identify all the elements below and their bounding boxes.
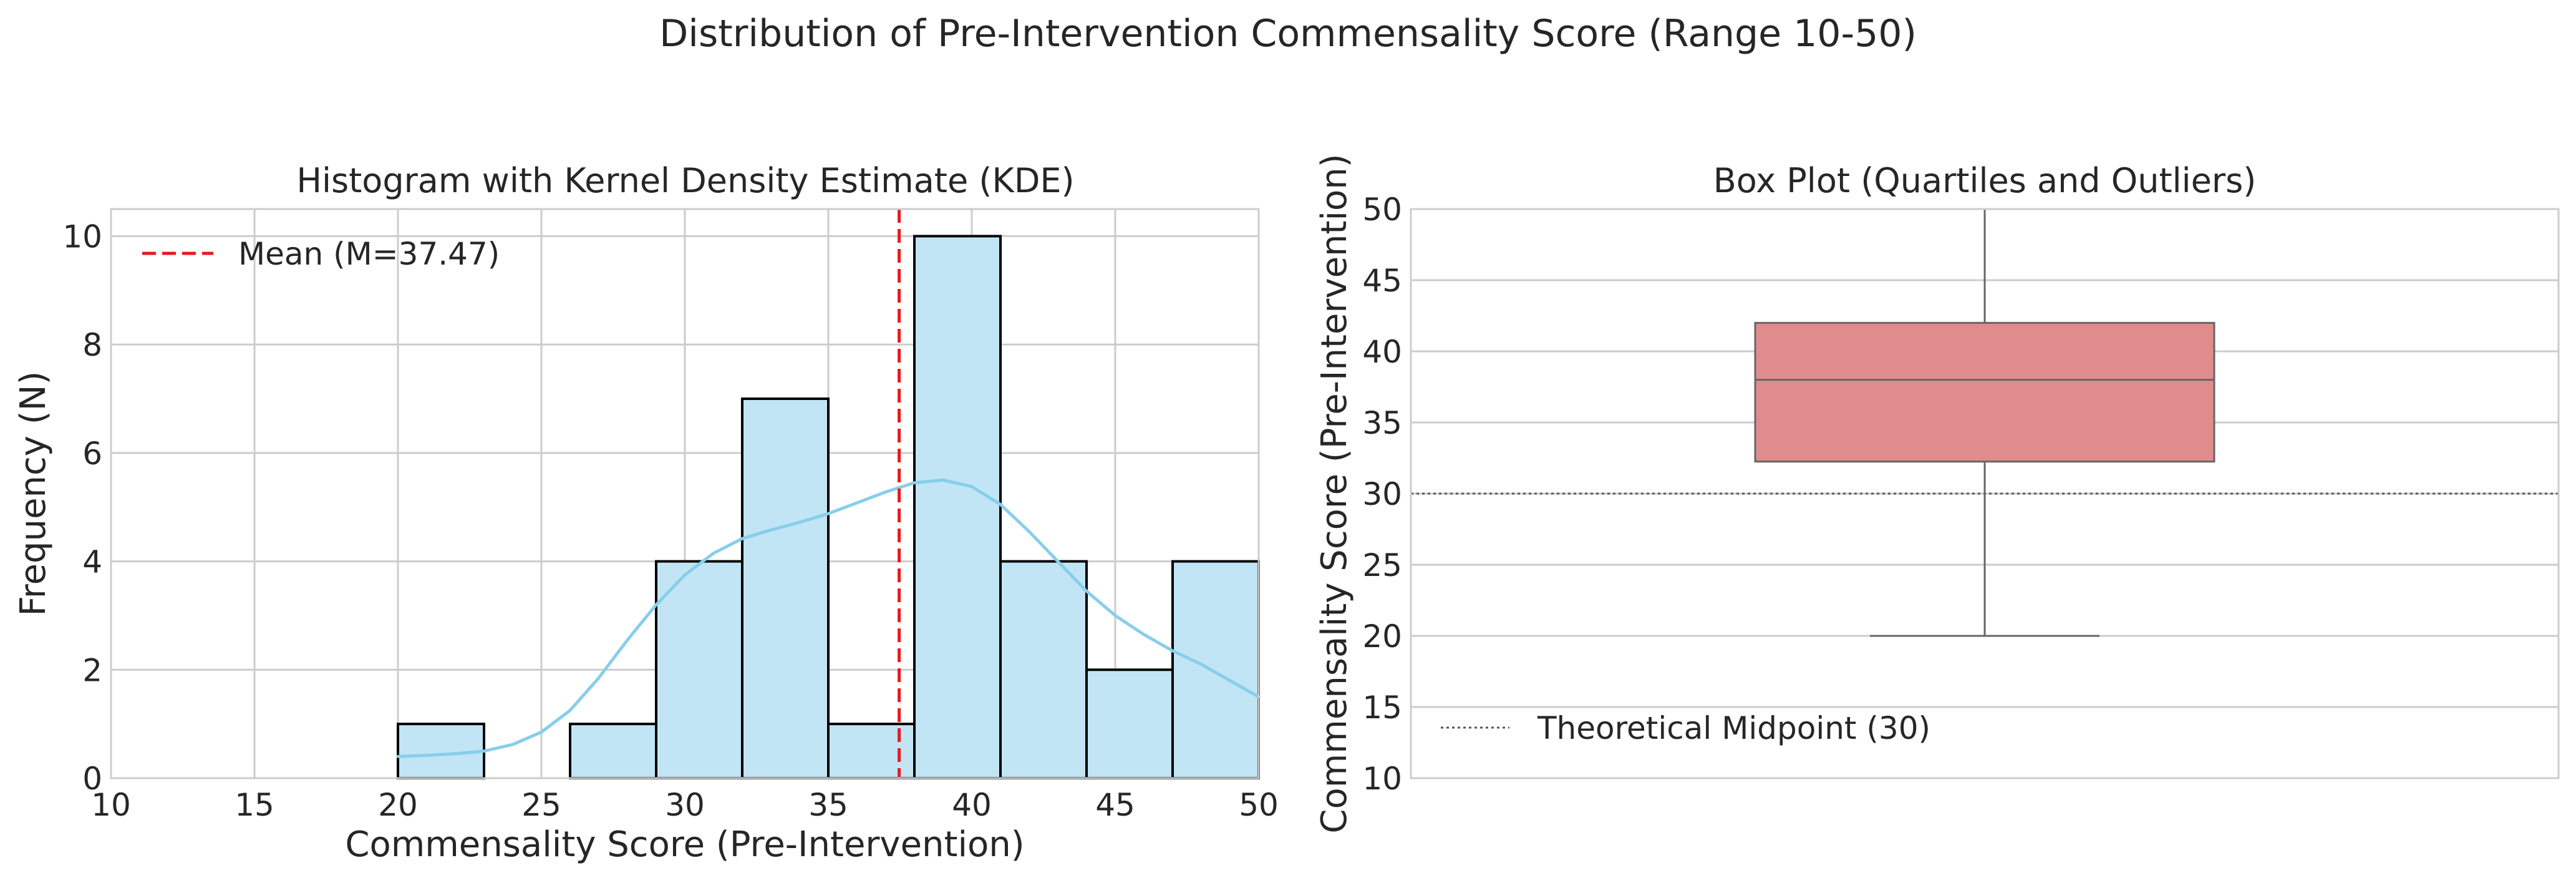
histogram-x-tick-labels: 10 15 20 25 30 35 40 45 50: [91, 787, 1279, 823]
boxplot-title: Box Plot (Quartiles and Outliers): [1713, 161, 2257, 200]
histogram-x-tick-label: 20: [378, 787, 418, 823]
histogram-bar: [741, 398, 830, 779]
figure-suptitle: Distribution of Pre-Intervention Commens…: [659, 12, 1917, 56]
histogram-kde-curve: [396, 478, 1261, 758]
boxplot-y-tick-label: 40: [1362, 334, 1402, 370]
boxplot-box: [1754, 321, 2215, 463]
histogram-x-tick-label: 50: [1239, 787, 1279, 823]
histogram-x-tick-label: 35: [808, 787, 848, 823]
boxplot-panel: Box Plot (Quartiles and Outliers) 10 15 20…: [1314, 154, 2560, 834]
histogram-panel: Histogram with Kernel Density Estimate (…: [13, 161, 1279, 865]
legend-reference-label: Theoretical Midpoint (30): [1537, 710, 1930, 746]
histogram-y-axis-label: Frequency (N): [13, 371, 54, 617]
boxplot-axes-frame: [1410, 208, 2560, 779]
histogram-bar: [1085, 668, 1174, 780]
boxplot-y-tick-label: 25: [1362, 547, 1402, 583]
histogram-x-tick-label: 15: [235, 787, 274, 823]
histogram-y-tick-label: 10: [62, 218, 102, 255]
histogram-legend: Mean (M=37.47): [142, 236, 500, 272]
boxplot-y-tick-label: 30: [1362, 476, 1402, 512]
boxplot-legend: Theoretical Midpoint (30): [1441, 710, 1930, 746]
histogram-x-tick-label: 10: [91, 787, 131, 823]
histogram-y-tick-label: 8: [82, 327, 102, 363]
histogram-y-tick-label: 4: [82, 544, 102, 580]
histogram-bar: [655, 560, 743, 779]
boxplot-y-tick-labels: 10 15 20 25 30 35 40 45 50: [1362, 192, 1402, 797]
boxplot-y-axis-label: Commensality Score (Pre-Intervention): [1314, 154, 1355, 833]
histogram-bar: [913, 235, 1002, 779]
histogram-bars: [397, 235, 1260, 780]
boxplot-y-tick-label: 35: [1362, 405, 1402, 441]
histogram-title: Histogram with Kernel Density Estimate (…: [296, 161, 1074, 200]
histogram-x-axis-label: Commensality Score (Pre-Intervention): [345, 824, 1024, 865]
boxplot-y-tick-label: 10: [1362, 761, 1402, 797]
boxplot-y-tick-label: 20: [1362, 618, 1402, 655]
histogram-y-tick-label: 6: [82, 436, 102, 472]
boxplot-y-tick-label: 45: [1362, 263, 1402, 299]
histogram-y-tick-label: 0: [82, 761, 102, 797]
boxplot-y-tick-label: 15: [1362, 690, 1402, 726]
boxplot-y-tick-label: 50: [1362, 192, 1402, 228]
histogram-bar: [999, 560, 1088, 779]
histogram-bar: [569, 723, 657, 779]
histogram-x-tick-label: 45: [1095, 787, 1135, 823]
histogram-y-tick-labels: 0 2 4 6 8 10: [62, 218, 102, 797]
legend-mean-label: Mean (M=37.47): [238, 236, 500, 272]
histogram-axes-frame: [110, 208, 1260, 779]
histogram-bar: [827, 723, 916, 779]
histogram-bar: [1171, 560, 1260, 779]
histogram-y-tick-label: 2: [82, 652, 102, 688]
histogram-x-tick-label: 25: [521, 787, 561, 823]
histogram-x-tick-label: 40: [952, 787, 992, 823]
histogram-x-tick-label: 30: [665, 787, 705, 823]
